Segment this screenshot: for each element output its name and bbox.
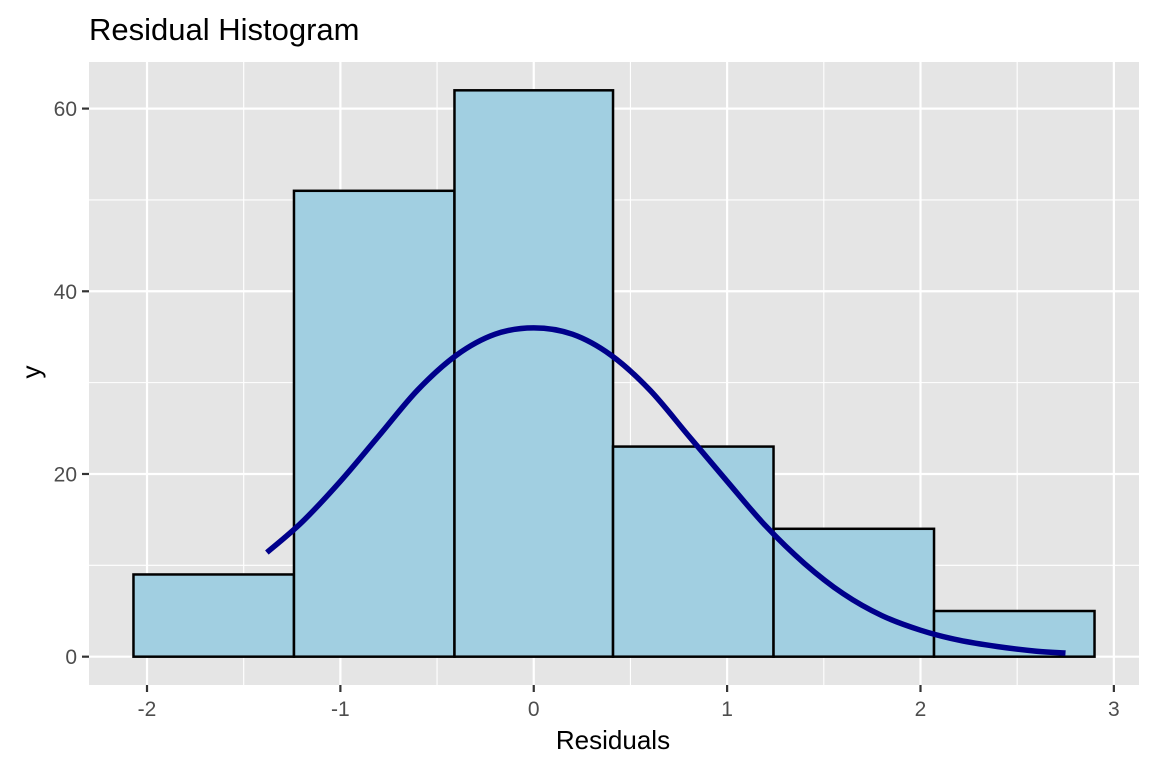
y-tick-label: 0 — [65, 646, 77, 669]
histogram-bars — [132, 89, 1096, 658]
y-axis-title: y — [16, 366, 46, 379]
histogram-bar — [453, 89, 615, 658]
x-tick-label: 0 — [528, 698, 540, 721]
x-tick-label: 1 — [721, 698, 733, 721]
histogram-bar — [611, 445, 775, 658]
y-axis: 0 20 40 60 — [54, 98, 89, 669]
x-tick-label: -2 — [138, 698, 157, 721]
y-tick-label: 20 — [54, 463, 77, 486]
y-tick-label: 60 — [54, 98, 77, 121]
histogram-bar — [132, 573, 296, 658]
x-tick-label: 2 — [915, 698, 927, 721]
density-curve — [265, 325, 1066, 656]
histogram-bar — [292, 189, 456, 658]
x-tick-label: -1 — [331, 698, 350, 721]
histogram-bar — [772, 527, 936, 658]
chart-title: Residual Histogram — [89, 12, 360, 47]
density-curve-layer — [265, 325, 1066, 656]
x-axis: -2 -1 0 1 2 3 — [138, 685, 1120, 721]
y-tick-label: 40 — [54, 281, 77, 304]
x-axis-title: Residuals — [556, 725, 670, 755]
x-tick-label: 3 — [1108, 698, 1120, 721]
